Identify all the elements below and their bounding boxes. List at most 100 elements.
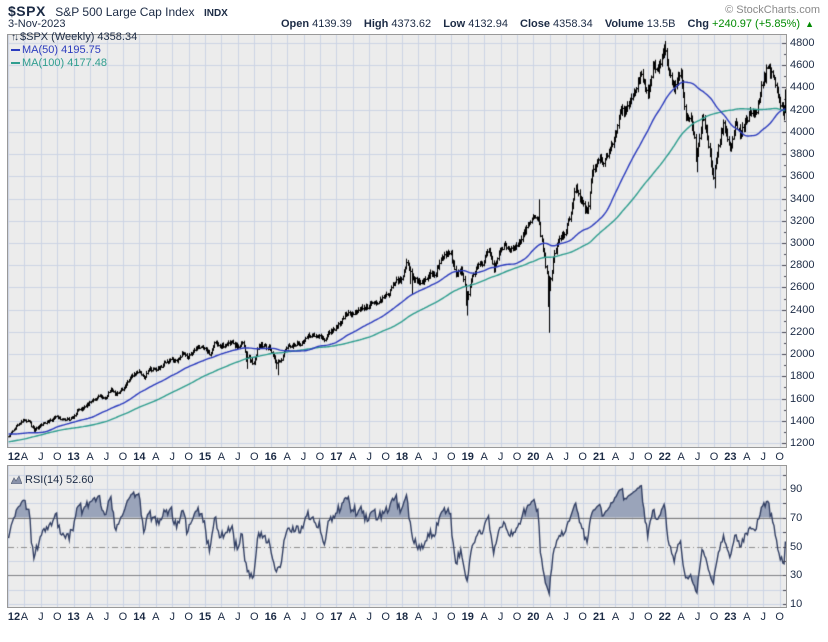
close-label: Close (520, 18, 550, 30)
price-axis-label: 2000 (790, 348, 815, 361)
x-axis-month-label: A (677, 611, 685, 623)
ma100-legend: MA(100) 4177.48 (11, 57, 107, 70)
x-axis-year-label: 18 (395, 451, 409, 463)
x-axis-month-label: O (250, 611, 259, 623)
x-axis-month-label: A (349, 611, 357, 623)
x-axis-month-label: A (546, 611, 554, 623)
price-axis-label: 1400 (790, 414, 815, 427)
open-label: Open (280, 18, 310, 30)
x-axis-year-label: 13 (67, 451, 80, 463)
price-axis-label: 4800 (790, 37, 815, 49)
rsi-axis-label: 30 (790, 569, 803, 582)
x-axis-month-label: J (38, 611, 44, 623)
x-axis-month-label: A (20, 451, 29, 463)
x-axis-month-label: J (169, 451, 175, 463)
x-axis-month-label: J (760, 611, 767, 623)
high-label: High (363, 18, 389, 30)
ma50-legend: MA(50) 4195.75 (11, 44, 101, 57)
x-axis-month-label: A (217, 611, 226, 623)
price-axis-label: 1200 (790, 437, 815, 449)
x-axis-month-label: A (152, 611, 160, 623)
quote-values: Open 4139.39 High 4373.62 Low 4132.94 Close… (272, 18, 814, 30)
x-axis-year-label: 19 (461, 611, 474, 623)
exchange-label: INDX (203, 8, 228, 19)
x-axis-year-label: 13 (67, 611, 80, 623)
rsi-axis-label: 90 (790, 483, 803, 496)
price-chart-canvas[interactable] (8, 35, 786, 447)
x-axis-month-label: A (480, 611, 488, 623)
x-axis-month-label: O (775, 451, 784, 463)
x-axis-month-label: A (414, 611, 423, 623)
x-axis-year-label: 17 (330, 451, 343, 463)
x-axis-month-label: O (447, 611, 456, 623)
x-axis-year-label: 12 (7, 611, 21, 623)
x-axis-year-label: 23 (724, 451, 737, 463)
low-label: Low (443, 18, 466, 30)
low-value: 4132.94 (468, 18, 508, 30)
x-axis-year-label: 14 (133, 611, 146, 623)
x-axis-month-label: A (283, 611, 291, 623)
close-value: 4358.34 (552, 18, 593, 30)
x-axis-month-label: O (578, 451, 587, 463)
x-axis-month-label: A (86, 611, 94, 623)
x-axis-year-label: 21 (592, 611, 606, 623)
x-axis-month-label: J (497, 451, 504, 463)
x-axis-month-label: A (677, 451, 685, 463)
x-axis-year-label: 21 (592, 451, 606, 463)
x-axis-month-label: J (694, 451, 701, 463)
x-axis-month-label: A (349, 451, 357, 463)
x-axis-month-label: O (512, 611, 522, 623)
price-panel: ↑↓ $SPX (Weekly) 4358.34 MA(50) 4195.75 M… (7, 31, 787, 448)
x-axis-month-label: O (709, 611, 719, 623)
x-axis-month-label: O (644, 611, 653, 623)
symbol: $SPX (8, 3, 46, 19)
x-axis-month-label: A (86, 451, 94, 463)
x-axis-year-label: 12 (7, 451, 21, 463)
x-axis-month-label: J (300, 611, 307, 623)
x-axis-month-label: J (629, 611, 635, 623)
annotation-arrows-icon: ↑↓ (11, 32, 19, 43)
x-axis-month-label: O (381, 611, 390, 623)
x-axis-month-label: A (611, 611, 620, 623)
x-axis-month-label: O (709, 451, 719, 463)
x-axis-year-label: 20 (527, 611, 540, 623)
x-axis-month-label: J (169, 611, 175, 623)
x-axis-month-label: O (315, 451, 325, 463)
x-axis-month-label: A (611, 451, 620, 463)
x-axis-month-label: A (152, 451, 160, 463)
chg-value: +240.97 (+5.85%) (711, 18, 801, 30)
price-axis-label: 3600 (790, 170, 815, 183)
x-axis-year-label: 15 (198, 451, 212, 463)
x-axis-year-label: 19 (461, 451, 474, 463)
ma100-line-icon (11, 62, 20, 65)
x-axis-month-label: A (20, 611, 29, 623)
chart-header: $SPX S&P 500 Large Cap Index INDX © Stoc… (8, 3, 820, 19)
rsi-legend-text: RSI(14) 52.60 (25, 474, 94, 486)
x-axis-month-label: O (118, 451, 128, 463)
x-axis-month-label: O (578, 611, 587, 623)
x-axis-month-label: A (546, 451, 554, 463)
price-axis-label: 3400 (790, 192, 815, 205)
x-axis-month-label: O (184, 451, 193, 463)
open-value: 4139.39 (312, 18, 352, 30)
up-triangle-icon: ▲ (805, 19, 814, 29)
x-axis-month-label: A (414, 451, 423, 463)
x-axis-month-label: J (497, 611, 504, 623)
x-axis-bottom: 12 A J O 13 A J O 14 A J O 15 A J O 16 A J O 17 A J O 18 A J O 19 A J O… (8, 610, 786, 624)
price-axis-label: 4200 (790, 103, 815, 116)
x-axis-month-label: J (432, 611, 438, 623)
price-axis-label: 3000 (790, 237, 815, 249)
chg-label: Chg (687, 18, 709, 30)
price-axis-label: 2600 (790, 281, 815, 294)
high-value: 4373.62 (391, 18, 432, 30)
x-axis-year-label: 14 (133, 451, 146, 463)
rsi-axis-label: 70 (790, 511, 803, 524)
chart-date: 3-Nov-2023 (8, 18, 66, 30)
stockcharts-copyright-link[interactable]: © StockCharts.com (725, 4, 820, 16)
price-axis-label: 3800 (790, 148, 815, 161)
price-axis-label: 2800 (790, 259, 815, 272)
rsi-axis-label: 10 (790, 598, 803, 611)
x-axis-month-label: O (644, 451, 653, 463)
quote-row: 3-Nov-2023 Open 4139.39 High 4373.62 Low 41… (8, 18, 820, 33)
